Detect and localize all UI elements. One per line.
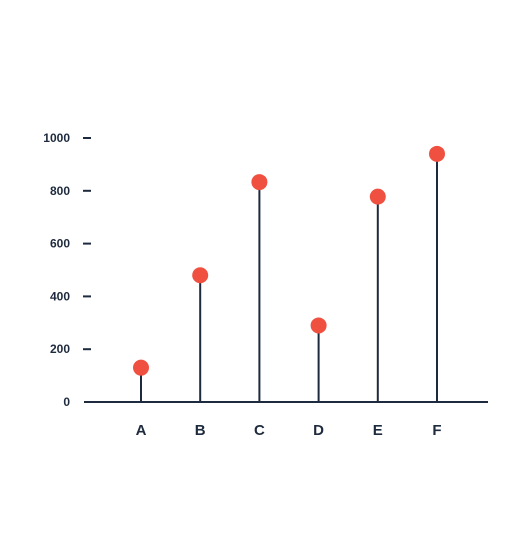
y-tick-label: 200 bbox=[50, 342, 70, 356]
y-tick-label: 600 bbox=[50, 237, 70, 251]
x-category-label: C bbox=[254, 422, 265, 439]
lollipop-marker-a bbox=[133, 359, 149, 376]
x-category-label: A bbox=[136, 422, 147, 439]
lollipop-markers bbox=[133, 145, 445, 376]
lollipop-marker-f bbox=[429, 145, 445, 162]
y-tick-label: 800 bbox=[50, 184, 70, 198]
lollipop-marker-c bbox=[251, 174, 268, 191]
y-tick-label: 0 bbox=[63, 395, 70, 409]
lollipop-stems bbox=[140, 153, 438, 402]
x-category-label: B bbox=[195, 422, 206, 439]
x-category-label: F bbox=[432, 422, 441, 439]
y-tick-label: 400 bbox=[50, 289, 70, 303]
x-category-label: D bbox=[313, 422, 324, 439]
lollipop-marker-b bbox=[192, 267, 209, 284]
lollipop-marker-d bbox=[310, 317, 327, 334]
y-axis: 0 200 400 600 800 1000 bbox=[43, 131, 91, 409]
x-category-label: E bbox=[373, 422, 383, 439]
x-axis: A B C D E F bbox=[84, 401, 488, 439]
y-tick-label: 1000 bbox=[43, 131, 70, 145]
lollipop-marker-e bbox=[369, 188, 386, 205]
